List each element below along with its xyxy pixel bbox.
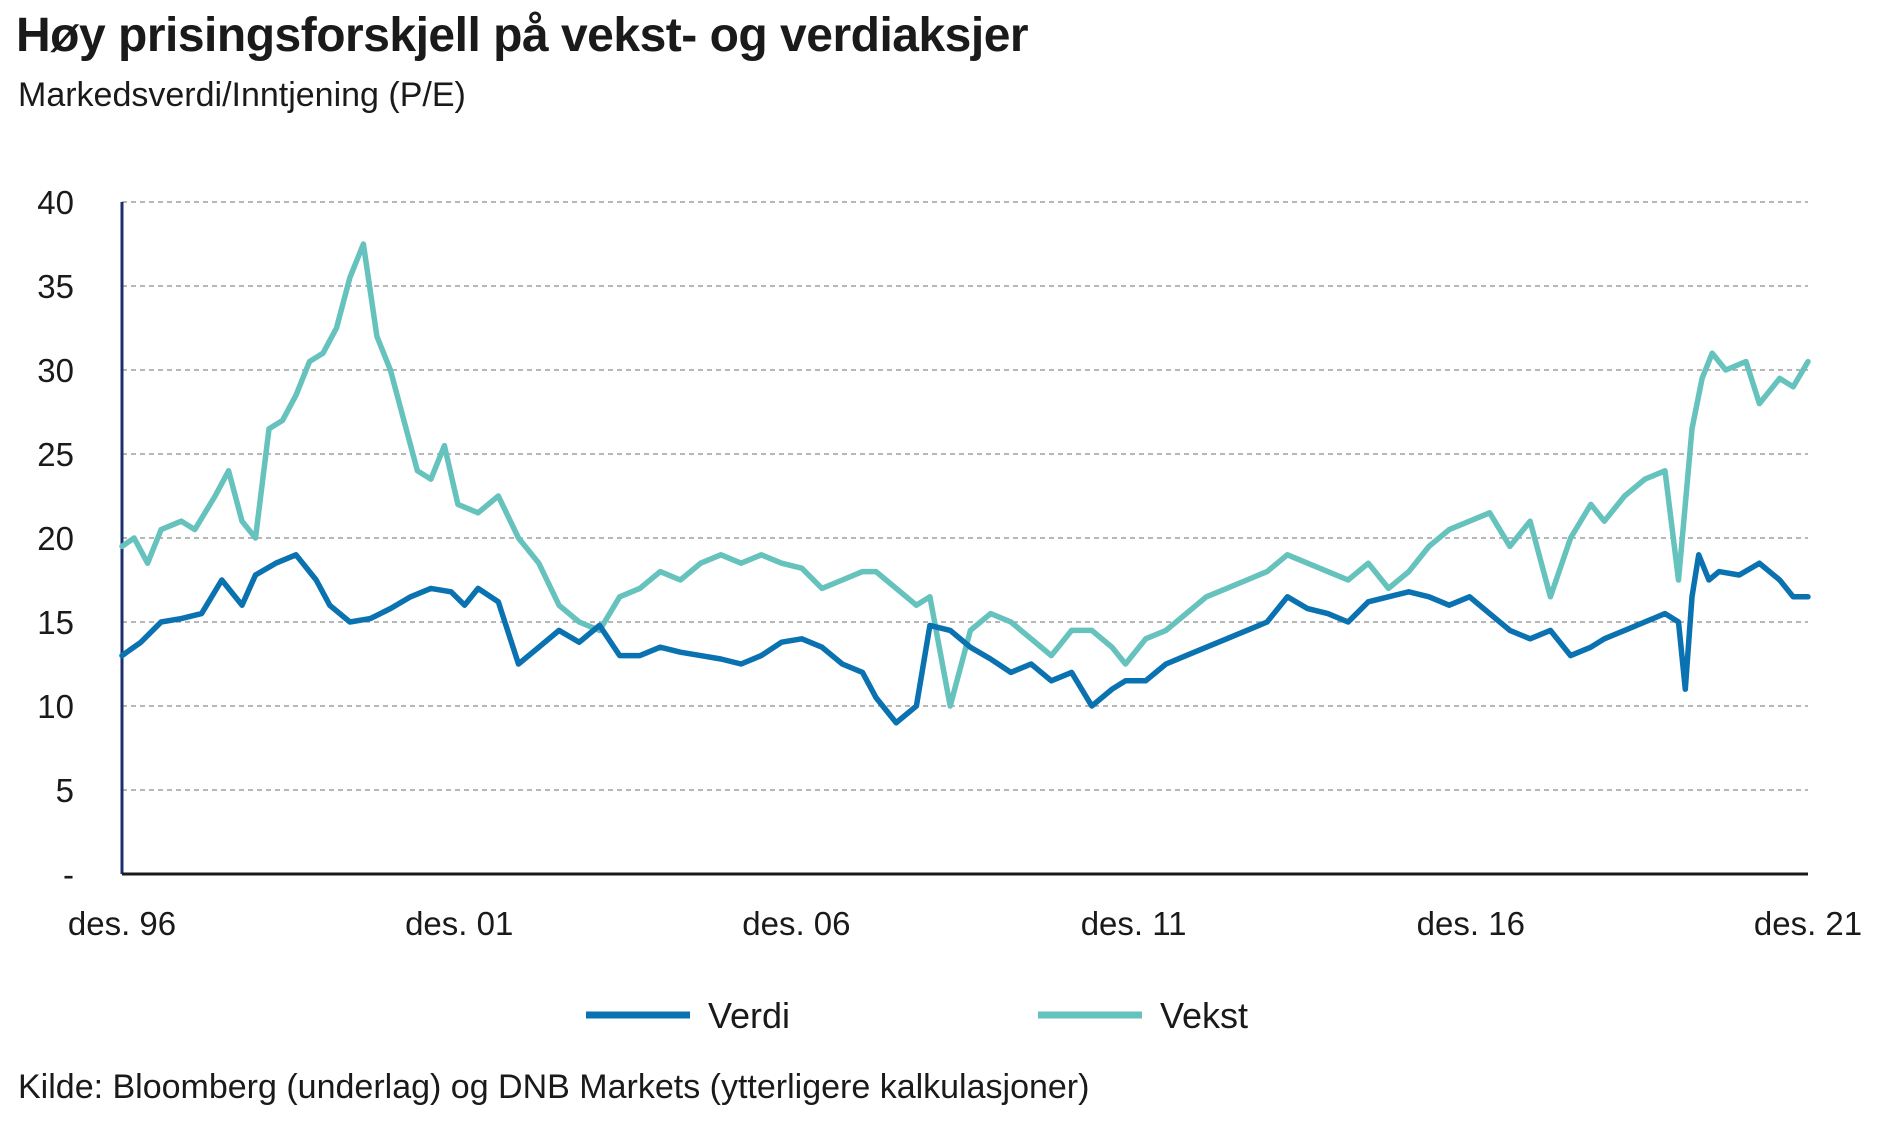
series-line-verdi — [119, 552, 1811, 726]
series-lines — [119, 241, 1811, 726]
y-tick-label: 25 — [37, 436, 74, 473]
x-tick-label: des. 06 — [742, 905, 850, 942]
y-tick-label: 5 — [56, 772, 74, 809]
y-tick-label: 15 — [37, 604, 74, 641]
x-tick-label: des. 16 — [1417, 905, 1525, 942]
y-tick-label: 20 — [37, 520, 74, 557]
y-tick-label: 30 — [37, 352, 74, 389]
y-tick-label: 35 — [37, 268, 74, 305]
series-line-vekst — [119, 241, 1811, 709]
source-note: Kilde: Bloomberg (underlag) og DNB Marke… — [18, 1068, 1090, 1106]
chart-title: Høy prisingsforskjell på vekst- og verdi… — [16, 9, 1029, 62]
legend-label-vekst: Vekst — [1160, 995, 1248, 1036]
legend: Verdi Vekst — [586, 995, 1248, 1036]
y-axis-tick-labels: - 5 10 15 20 25 30 35 40 — [37, 184, 74, 893]
gridlines — [122, 201, 1808, 791]
legend-label-verdi: Verdi — [708, 995, 790, 1036]
x-tick-label: des. 01 — [405, 905, 513, 942]
x-tick-label: des. 11 — [1081, 905, 1187, 942]
y-tick-label: 40 — [37, 184, 74, 221]
y-tick-label: 10 — [37, 688, 74, 725]
x-axis-tick-labels: des. 96 des. 01 des. 06 des. 11 des. 16 des. … — [68, 905, 1862, 942]
x-tick-label: des. 96 — [68, 905, 176, 942]
y-tick-label: - — [63, 856, 74, 893]
chart-subtitle: Markedsverdi/Inntjening (P/E) — [18, 76, 466, 114]
x-tick-label: des. 21 — [1754, 905, 1862, 942]
